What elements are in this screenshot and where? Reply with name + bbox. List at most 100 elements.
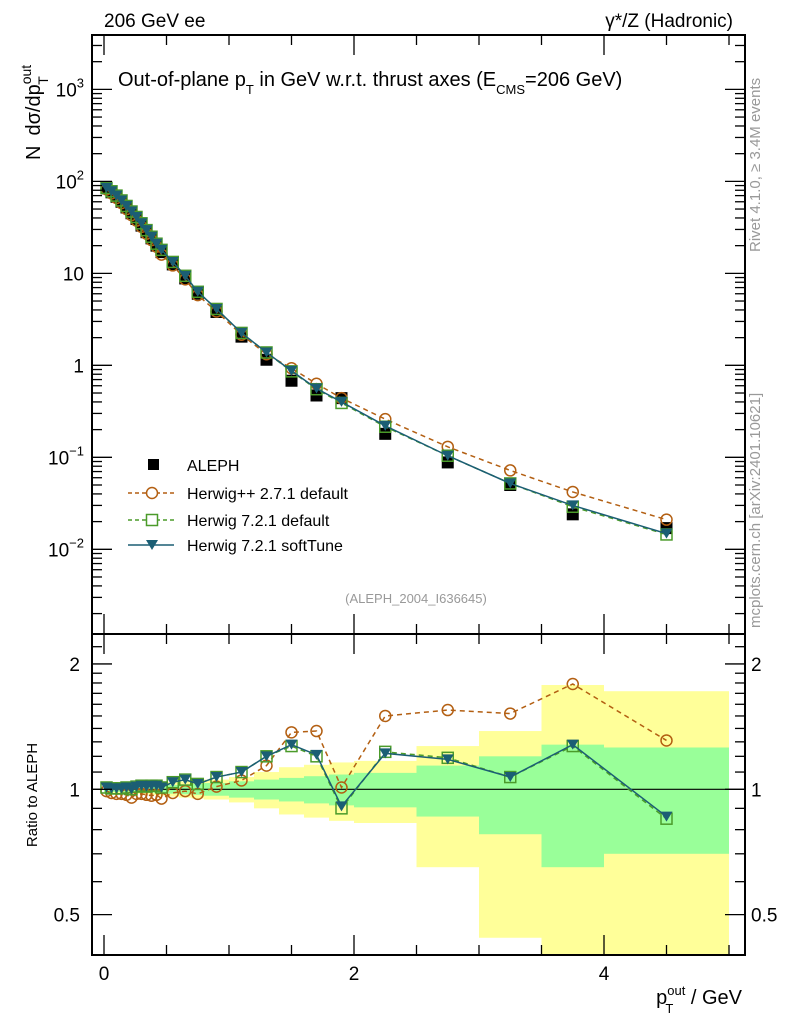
data-point	[504, 770, 517, 784]
data-point	[285, 365, 298, 378]
data-point	[441, 703, 454, 717]
data-point	[179, 773, 192, 786]
ratio-frame	[91, 633, 746, 956]
data-point	[260, 751, 273, 762]
data-point	[191, 777, 204, 791]
legend-label-herwig7-default: Herwig 7.2.1 default	[187, 513, 330, 530]
main-title: Out-of-plane pT in GeV w.r.t. thrust axe…	[118, 69, 622, 97]
main-ylabel: Ndσ/dpoutT	[18, 65, 51, 160]
data-point	[285, 374, 298, 387]
data-point	[310, 389, 323, 402]
header-right-label: γ*/Z (Hadronic)	[605, 11, 733, 32]
data-point	[166, 256, 179, 267]
legend-marker-aleph	[148, 459, 159, 470]
data-point	[335, 781, 348, 794]
y-tick-label: 10−2	[48, 535, 84, 561]
data-point	[566, 739, 579, 750]
data-point	[191, 285, 204, 299]
ratio-y-tick-label-right: 0.5	[751, 906, 777, 927]
inner-band-bin	[541, 744, 604, 868]
analysis-id-label: (ALEPH_2004_I636645)	[345, 591, 487, 606]
ratio-y-tick-label: 2	[69, 655, 80, 676]
inner-band-bin	[354, 772, 417, 808]
data-point	[260, 750, 273, 763]
data-point	[120, 200, 133, 211]
ratio-y-tick-label: 1	[69, 780, 80, 801]
data-point	[210, 772, 223, 783]
header-left-label: 206 GeV ee	[104, 11, 205, 32]
ratio-x-tick-label: 2	[349, 964, 360, 985]
data-point	[235, 767, 248, 778]
data-point	[179, 270, 192, 281]
ratio-y-tick-label: 0.5	[54, 906, 80, 927]
data-point	[504, 477, 517, 490]
data-point	[191, 778, 204, 789]
ratio-uncertainty-bands	[104, 685, 729, 955]
ylabel-sub: T	[35, 76, 51, 85]
ylabel-text: Ndσ/dpoutT	[18, 65, 51, 160]
ratio-panel: 0.5 0.5 1 1 2 2 0 2 4 Ratio to ALEPH pout T / GeV	[24, 633, 777, 1016]
data-point	[379, 748, 392, 759]
ratio-x-tick-label: 4	[599, 964, 610, 985]
data-point	[166, 255, 179, 269]
ratio-ylabel: Ratio to ALEPH	[24, 743, 41, 847]
data-point	[235, 327, 248, 338]
legend-label-herwigpp: Herwig++ 2.7.1 default	[187, 486, 349, 503]
data-point	[150, 238, 163, 249]
data-point	[379, 427, 392, 440]
y-tick-label: 102	[56, 167, 84, 193]
ratio-x-tick-label: 0	[99, 964, 110, 985]
data-point	[125, 206, 138, 217]
data-point	[441, 456, 454, 469]
data-point	[155, 244, 168, 255]
data-point	[155, 243, 168, 257]
legend-label-aleph: ALEPH	[187, 458, 239, 475]
data-point	[379, 420, 392, 431]
mcplots-label: mcplots.cern.ch [arXiv:2401.10621]	[747, 393, 764, 628]
inner-band-bin	[416, 765, 479, 817]
data-point	[235, 326, 248, 340]
xlabel-sub: T	[665, 1001, 673, 1016]
legend: ALEPH Herwig++ 2.7.1 default Herwig 7.2.…	[128, 458, 349, 555]
data-point	[335, 396, 348, 407]
title-sub: T	[246, 82, 254, 97]
data-point	[285, 726, 298, 739]
data-point	[155, 782, 168, 793]
series-line	[106, 187, 667, 536]
data-point	[166, 775, 179, 789]
data-point	[441, 450, 454, 461]
data-point	[130, 211, 143, 222]
data-point	[115, 195, 128, 206]
data-point	[379, 709, 392, 723]
main-series-group	[100, 181, 673, 541]
data-point	[210, 302, 223, 316]
title-sub: CMS	[496, 82, 525, 97]
ratio-y-tick-label-right: 1	[751, 780, 762, 801]
data-point	[285, 365, 298, 376]
legend-marker-herwigpp	[145, 486, 159, 500]
ylabel-main: dσ/dp	[23, 84, 45, 135]
title-part: =206 GeV)	[525, 69, 622, 91]
data-point	[310, 724, 323, 738]
data-point	[179, 269, 192, 283]
data-point	[179, 774, 192, 785]
data-point	[310, 383, 323, 394]
ratio-y-tick-label-right: 2	[751, 655, 762, 676]
data-point	[566, 485, 579, 499]
inner-band-bin	[604, 747, 729, 854]
title-part: in GeV w.r.t. thrust axes (E	[254, 69, 496, 91]
data-point	[166, 777, 179, 788]
data-point	[285, 739, 298, 750]
legend-marker-herwig7-default	[145, 513, 159, 527]
data-point	[660, 734, 673, 747]
xlabel-rest: / GeV	[685, 987, 742, 1009]
legend-label-herwig7-softtune: Herwig 7.2.1 softTune	[187, 538, 343, 555]
data-point	[441, 449, 454, 462]
data-point	[441, 754, 454, 765]
data-point	[210, 303, 223, 314]
data-point	[335, 801, 348, 812]
data-point	[191, 286, 204, 297]
